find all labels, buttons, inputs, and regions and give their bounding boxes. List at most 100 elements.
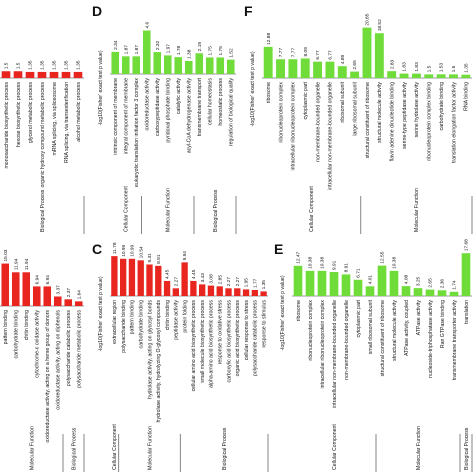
category-label: response to oxidative stress xyxy=(218,300,224,365)
bar xyxy=(365,286,375,296)
value-label: 11.94 xyxy=(13,258,19,270)
group-label: Molecular Function xyxy=(414,188,420,232)
value-label: 6.94 xyxy=(34,275,40,285)
value-label: 2.85 xyxy=(217,275,223,285)
category-label: protein folding xyxy=(182,300,188,333)
group-label: Molecular Function xyxy=(147,426,153,470)
value-label: 9.94 xyxy=(182,251,188,261)
group-label: Biological Process xyxy=(71,427,77,470)
value-label: 7.77 xyxy=(290,48,296,58)
bar xyxy=(153,52,162,74)
category-label: flavin adenine dinucleotide binding xyxy=(390,82,396,161)
category-label: RNA binding xyxy=(464,82,470,111)
category-label: monosaccharide biosynthetic process xyxy=(4,82,10,169)
bar xyxy=(437,290,447,296)
category-label: Ran GTPase binding xyxy=(440,300,446,348)
panel-letter: F xyxy=(244,3,253,19)
bar xyxy=(22,272,31,306)
category-label: nucleoside-triphosphatase activity xyxy=(428,300,434,378)
value-label: 2.37 xyxy=(66,288,72,298)
value-label: 12.55 xyxy=(380,251,386,263)
group-label: Cellular Component xyxy=(112,424,118,470)
value-label: 8.09 xyxy=(303,47,309,57)
value-label: 10.38 xyxy=(320,257,326,269)
value-label: 2.27 xyxy=(235,277,241,287)
category-label: mRNA splicing, via spliceosome xyxy=(52,82,58,156)
category-label: ribosome xyxy=(296,300,302,321)
value-label: 6.77 xyxy=(315,50,321,60)
bar xyxy=(329,272,339,296)
category-label: ribonucleoprotein complex xyxy=(278,82,284,143)
panel: C -log10(Fisher' exact test p value) 11.78… xyxy=(92,241,269,472)
value-label: 1.35 xyxy=(64,60,70,70)
value-label: 2.32 xyxy=(155,40,161,50)
value-label: 1.5 xyxy=(426,65,432,72)
category-label: serine hydrolase activity xyxy=(414,82,420,138)
value-label: 4.01 xyxy=(368,275,374,285)
category-label: carboxylic acid biosynthetic process xyxy=(226,300,232,383)
panel: F -log10(Fisher' exact test p value) 12.88… xyxy=(244,3,473,234)
value-label: 8.91 xyxy=(344,263,350,273)
category-label: hydrolase activity, acting on glycosyl b… xyxy=(147,300,153,399)
category-label: cytoplasmic part xyxy=(303,81,309,119)
value-label: 1.95 xyxy=(244,278,250,288)
bar xyxy=(425,289,435,296)
bar xyxy=(424,74,434,78)
value-label: 1.74 xyxy=(452,280,458,290)
category-label: non-membrane-bounded organelle xyxy=(344,300,350,380)
value-label: 1.5 xyxy=(16,62,22,69)
value-label: 7.77 xyxy=(278,48,284,58)
bar xyxy=(121,56,130,74)
value-label: 8.91 xyxy=(156,254,162,264)
bar xyxy=(181,262,188,296)
bar xyxy=(293,265,303,296)
category-label: extracellular region xyxy=(112,300,118,344)
value-label: 4.08 xyxy=(404,274,410,284)
value-label: 2.19 xyxy=(197,42,203,52)
category-label: cellular response to stress xyxy=(244,300,250,361)
bar xyxy=(64,299,73,306)
value-label: 1.35 xyxy=(261,280,267,290)
category-label: cytoplasmic part xyxy=(356,299,362,337)
bar xyxy=(120,258,127,296)
bar xyxy=(251,290,258,296)
bar xyxy=(37,71,47,78)
category-label: structural constituent of ribosome xyxy=(365,82,371,159)
category-label: small molecule biosynthetic process xyxy=(200,300,206,383)
category-label: response to stimulus xyxy=(261,300,267,348)
bar xyxy=(436,74,446,78)
category-label: carbohydrate binding xyxy=(439,82,445,131)
category-label: carboxypeptidase activity xyxy=(155,78,161,136)
category-label: acyl-CoA dehydrogenase activity xyxy=(187,78,193,154)
bar xyxy=(317,270,327,296)
bar xyxy=(174,57,183,74)
category-label: RNA splicing, via transesterification xyxy=(64,82,70,163)
bar xyxy=(225,288,232,296)
bar xyxy=(313,61,323,78)
value-label: 1.35 xyxy=(76,60,82,70)
value-label: 1.5 xyxy=(4,62,10,69)
value-label: 12.88 xyxy=(266,33,272,45)
bar xyxy=(288,59,298,78)
bar xyxy=(362,27,372,78)
group-label: Cellular Component xyxy=(309,186,315,232)
value-label: 1.97 xyxy=(165,44,171,54)
value-label: 1.83 xyxy=(402,62,408,72)
bar xyxy=(449,291,459,296)
category-label: ribosomal subunit xyxy=(340,81,346,122)
category-label: polysaccharide metabolic process xyxy=(77,310,83,388)
value-label: 2.65 xyxy=(428,278,434,288)
category-label: transmembrane transporter activity xyxy=(452,300,458,381)
y-axis-label: -log10(Fisher' exact test p value) xyxy=(250,51,256,126)
bar xyxy=(216,286,223,296)
value-label: 1.75 xyxy=(218,46,224,56)
y-axis-label: -log10(Fisher' exact test p value) xyxy=(98,50,104,125)
value-label: 1.35 xyxy=(52,60,58,70)
category-label: carbohydrate binding xyxy=(14,310,20,359)
value-label: 11.78 xyxy=(112,242,118,254)
bar xyxy=(11,272,20,306)
value-label: 2.27 xyxy=(173,277,179,287)
category-label: regulation of biological quality xyxy=(229,78,235,146)
value-label: 10.38 xyxy=(392,257,398,269)
category-label: intracellular ribonucleoprotein complex xyxy=(291,82,297,171)
